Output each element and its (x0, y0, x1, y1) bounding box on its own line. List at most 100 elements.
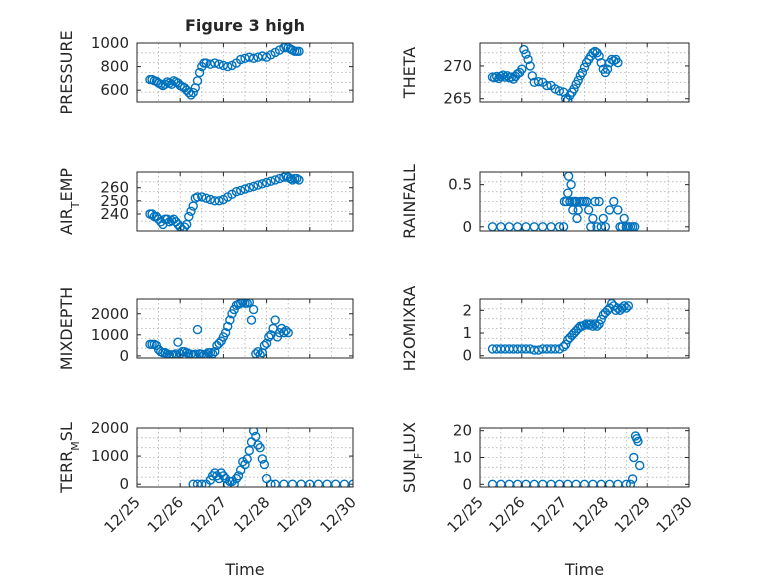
y-axis-label: AIRTEMP (57, 168, 82, 235)
data-point (251, 431, 261, 442)
data-point (210, 347, 220, 357)
data-point (214, 59, 224, 69)
data-point (192, 324, 203, 335)
data-point (592, 321, 602, 331)
data-point (257, 454, 267, 464)
data-point (563, 188, 573, 198)
data-point (214, 196, 224, 206)
y-tick-label: 0 (462, 475, 472, 493)
data-point (519, 44, 529, 55)
data-point (197, 479, 207, 487)
figure-title: Figure 3 high (185, 16, 305, 35)
data-point (233, 471, 244, 481)
data-point (210, 196, 220, 206)
axes-box (136, 42, 354, 103)
data-point (240, 459, 250, 470)
data-point (270, 315, 280, 325)
data-point (635, 460, 645, 471)
data-point (192, 192, 203, 202)
axes-box (136, 298, 354, 359)
data-point (594, 51, 604, 61)
data-point (554, 86, 565, 96)
data-point (623, 301, 634, 311)
data-point (294, 175, 304, 185)
data-point (222, 321, 233, 332)
y-tick-label: 2 (462, 301, 472, 319)
x-tick-label: 12/28 (230, 493, 273, 536)
data-point (227, 60, 237, 71)
data-point (577, 67, 588, 78)
data-point (629, 452, 639, 463)
data-point (579, 62, 590, 73)
y-tick-label: 1000 (91, 326, 129, 344)
data-point (186, 90, 196, 100)
y-tick-label: 270 (443, 57, 472, 75)
data-point (627, 474, 638, 484)
axes-h2omixra: 0 1 2 H2OMIXRA (400, 286, 690, 372)
data-point (188, 87, 198, 98)
y-tick-label: 0 (462, 218, 472, 236)
x-tick-label: 12/27 (527, 493, 570, 536)
y-axis-label: TERRMSL (57, 422, 82, 494)
data-point (527, 71, 537, 81)
x-tick-label: 12/25 (444, 493, 487, 536)
data-point (594, 319, 604, 329)
x-tick-label: 12/26 (485, 493, 528, 536)
data-point (231, 473, 242, 484)
axes-rainfall: 0 0.5 RAINFALL (400, 164, 690, 239)
data-point (197, 192, 207, 202)
data-point (584, 205, 594, 215)
data-point (621, 479, 631, 487)
data-point (602, 64, 613, 74)
y-tick-label: 0.5 (448, 176, 472, 194)
data-point (609, 196, 619, 207)
data-point (210, 58, 220, 68)
axes-box (479, 298, 690, 359)
y-tick-label: 800 (100, 58, 129, 76)
data-point (222, 61, 233, 72)
x-tick-label: 12/29 (611, 493, 654, 536)
y-tick-label: 1000 (91, 34, 129, 52)
data-point (255, 443, 265, 453)
data-point (220, 328, 231, 338)
x-tick-label: 12/30 (653, 493, 696, 536)
y-axis-label: THETA (400, 47, 419, 99)
y-axis-label: RAINFALL (400, 164, 419, 239)
data-point (613, 205, 623, 215)
data-point (619, 301, 629, 311)
data-point (248, 428, 259, 436)
data-point (231, 186, 242, 197)
data-point (244, 445, 255, 456)
axes-terr-msl: 0 1000 2000 12/25 12/26 12/27 12/28 12/29 12/30 T… (57, 419, 360, 579)
data-point (257, 51, 267, 61)
x-tick-label: 12/28 (569, 493, 612, 536)
data-point (197, 349, 207, 358)
axes-box (479, 42, 690, 103)
data-point (248, 304, 259, 315)
data-point (259, 459, 270, 470)
y-tick-label: 260 (100, 179, 129, 197)
data-point (283, 328, 293, 338)
y-tick-label: 600 (100, 81, 129, 99)
data-point (255, 350, 265, 358)
y-tick-label: 2000 (91, 305, 129, 323)
data-point (248, 53, 259, 63)
data-point (573, 205, 583, 215)
y-axis-label: H2OMIXRA (400, 286, 419, 372)
data-point (550, 344, 560, 354)
data-point (621, 303, 631, 313)
data-point (190, 349, 200, 358)
y-axis-label: PRESSURE (57, 30, 76, 114)
data-point (235, 185, 246, 196)
data-point (246, 315, 257, 325)
y-axis-label: MIXDEPTH (57, 287, 76, 370)
data-point (313, 479, 324, 487)
data-point (242, 454, 252, 464)
series-markers (188, 428, 353, 487)
x-tick-label: 12/29 (273, 493, 316, 536)
y-tick-label: 0 (462, 347, 472, 365)
data-point (617, 303, 627, 313)
data-point (588, 321, 598, 331)
data-point (266, 176, 276, 186)
